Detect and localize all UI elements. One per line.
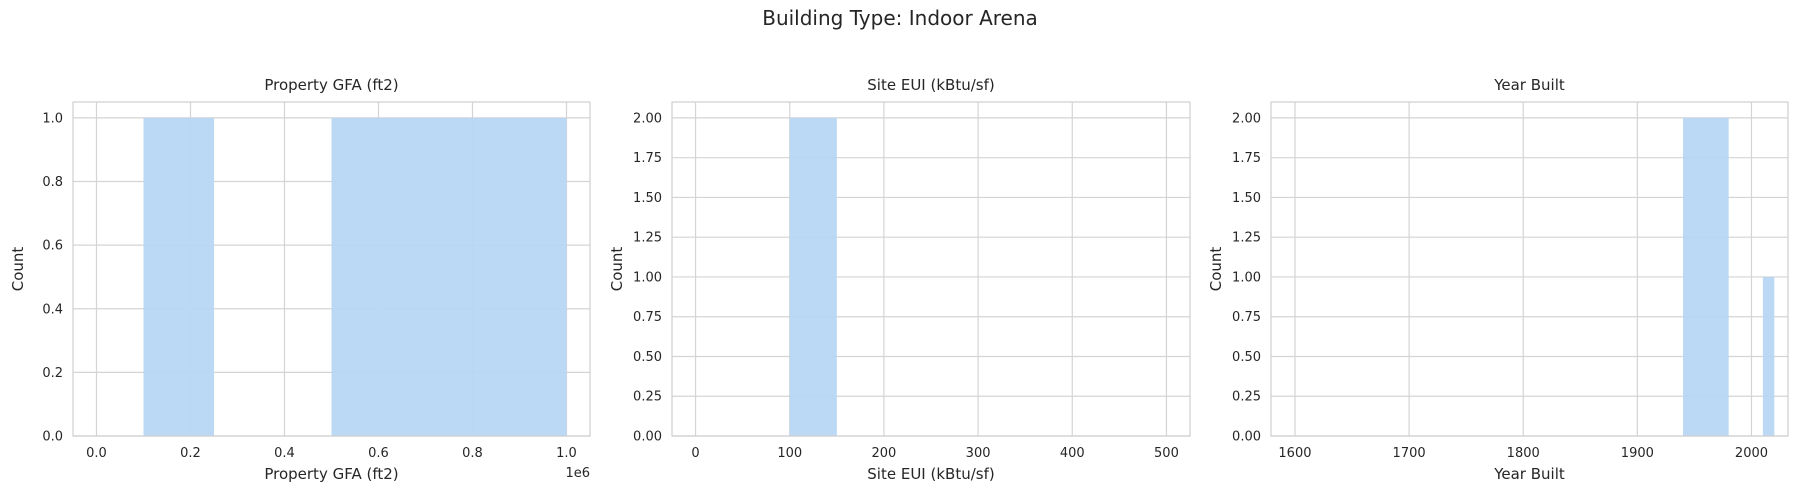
x-tick-label: 0.2 — [180, 446, 201, 461]
histogram-bar — [1683, 117, 1729, 437]
histogram-bar — [1762, 276, 1775, 436]
y-tick-label: 0.4 — [42, 302, 63, 317]
histogram-bar — [789, 117, 837, 437]
x-tick-label: 1900 — [1621, 446, 1654, 461]
y-tick-label: 1.50 — [1232, 191, 1261, 206]
x-tick-label: 100 — [777, 446, 802, 461]
y-tick-label: 2.00 — [1232, 111, 1261, 126]
panel-title: Year Built — [1493, 76, 1565, 94]
y-tick-label: 1.00 — [1232, 270, 1261, 285]
y-tick-label: 0.6 — [42, 239, 63, 254]
histogram-panel-2: 0 100 200 300 400 500 0.00 0.25 0.50 0.75 1.00 1.25… — [608, 76, 1191, 483]
x-tick-label: 300 — [966, 446, 991, 461]
y-tick-label: 0.25 — [633, 390, 662, 405]
y-axis-label: Count — [1207, 247, 1225, 292]
figure-title: Building Type: Indoor Arena — [762, 6, 1038, 30]
y-tick-label: 1.0 — [42, 111, 63, 126]
y-tick-label: 1.50 — [633, 191, 662, 206]
axes-frame — [671, 101, 1191, 437]
x-tick-label: 400 — [1060, 446, 1085, 461]
histogram-bar — [143, 117, 214, 437]
panel-title: Site EUI (kBtu/sf) — [867, 76, 994, 94]
x-tick-label: 0 — [691, 446, 699, 461]
y-tick-label: 0.00 — [633, 430, 662, 445]
histogram-panels: 0.0 0.2 0.4 0.6 0.8 1.0 0.0 0.2 0.4 0.6 0.8 1.0 Prop… — [9, 76, 1789, 483]
x-tick-label: 1800 — [1507, 446, 1540, 461]
y-tick-label: 1.25 — [633, 231, 662, 246]
x-tick-label: 500 — [1154, 446, 1179, 461]
y-tick-label: 2.00 — [633, 111, 662, 126]
y-tick-label: 1.75 — [1232, 151, 1261, 166]
y-tick-label: 0.2 — [42, 366, 63, 381]
x-axis-label: Year Built — [1493, 465, 1565, 483]
y-tick-label: 1.75 — [633, 151, 662, 166]
y-tick-label: 0.75 — [1232, 310, 1261, 325]
x-tick-label: 2000 — [1735, 446, 1768, 461]
x-tick-label: 0.4 — [274, 446, 295, 461]
y-tick-label: 0.00 — [1232, 430, 1261, 445]
x-tick-label: 200 — [871, 446, 896, 461]
histogram-panel-3: 1600 1700 1800 1900 2000 0.00 0.25 0.50 0.75 1.00… — [1207, 76, 1789, 483]
axes-frame — [72, 101, 591, 437]
x-axis-label: Site EUI (kBtu/sf) — [867, 465, 994, 483]
y-tick-label: 0.75 — [633, 310, 662, 325]
x-offset-label: 1e6 — [565, 466, 590, 481]
x-tick-label: 0.8 — [462, 446, 483, 461]
panel-title: Property GFA (ft2) — [264, 76, 398, 94]
histogram-bar — [331, 117, 567, 437]
x-tick-label: 1600 — [1278, 446, 1311, 461]
y-axis-label: Count — [608, 247, 626, 292]
histogram-panel-1: 0.0 0.2 0.4 0.6 0.8 1.0 0.0 0.2 0.4 0.6 0.8 1.0 Prop… — [9, 76, 591, 483]
y-tick-label: 0.0 — [42, 430, 63, 445]
y-tick-label: 0.50 — [633, 350, 662, 365]
axes-frame — [1270, 101, 1789, 437]
y-tick-label: 1.25 — [1232, 231, 1261, 246]
x-tick-label: 0.0 — [86, 446, 107, 461]
y-tick-label: 0.8 — [42, 175, 63, 190]
y-tick-label: 0.50 — [1232, 350, 1261, 365]
y-tick-label: 0.25 — [1232, 390, 1261, 405]
x-axis-label: Property GFA (ft2) — [264, 465, 398, 483]
x-tick-label: 1700 — [1393, 446, 1426, 461]
x-tick-label: 1.0 — [556, 446, 577, 461]
x-tick-label: 0.6 — [368, 446, 389, 461]
y-tick-label: 1.00 — [633, 270, 662, 285]
y-axis-label: Count — [9, 247, 27, 292]
